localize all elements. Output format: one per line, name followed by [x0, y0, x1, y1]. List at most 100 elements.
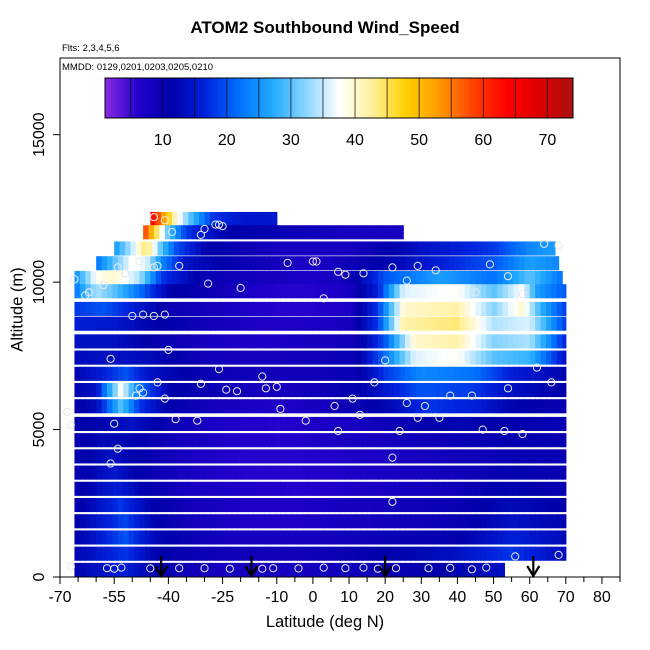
heatmap-cell — [421, 481, 428, 496]
heatmap-cell — [318, 284, 325, 299]
heatmap-cell — [491, 530, 498, 545]
heatmap-cell — [209, 301, 216, 316]
colorbar-cell — [470, 78, 475, 118]
observation-point — [431, 266, 440, 275]
heatmap-cell — [247, 301, 254, 316]
heatmap-cell — [309, 241, 316, 256]
heatmap-cell — [432, 498, 439, 513]
heatmap-cell — [296, 256, 303, 271]
colorbar-cell — [255, 78, 260, 118]
heatmap-cell — [475, 366, 482, 381]
colorbar-cell — [387, 78, 391, 118]
heatmap-cell — [345, 546, 352, 561]
heatmap-cell — [338, 225, 345, 240]
heatmap-cell — [238, 241, 245, 256]
colorbar-cell — [278, 78, 282, 118]
colorbar-cell — [185, 78, 189, 118]
heatmap-cell — [545, 350, 552, 365]
heatmap-cell — [480, 366, 487, 381]
observation-point — [424, 564, 433, 573]
heatmap-cell — [117, 301, 124, 316]
heatmap-cell — [220, 366, 227, 381]
heatmap-cell — [258, 546, 265, 561]
heatmap-cell — [312, 399, 319, 414]
heatmap-cell — [513, 530, 520, 545]
heatmap-cell — [529, 350, 536, 365]
heatmap-cell — [79, 301, 86, 316]
heatmap-cell — [209, 316, 216, 331]
heatmap-cell — [101, 416, 108, 432]
heatmap-cell — [340, 366, 347, 381]
heatmap-cell — [358, 241, 365, 256]
heatmap-cell — [498, 241, 505, 256]
heatmap-cell — [377, 366, 384, 381]
colorbar-cell — [409, 78, 414, 118]
y-tick-label: 15000 — [31, 112, 48, 157]
heatmap-cell — [253, 465, 260, 480]
heatmap-cell — [345, 449, 352, 464]
heatmap-cell — [470, 399, 477, 414]
heatmap-cell — [410, 301, 417, 316]
heatmap-cell — [321, 225, 328, 240]
heatmap-cell — [340, 383, 347, 398]
heatmap-cell — [491, 256, 498, 271]
heatmap-cell — [356, 416, 363, 432]
heatmap-cell — [432, 562, 439, 577]
heatmap-cell — [134, 301, 141, 316]
heatmap-cell — [182, 316, 189, 331]
heatmap-cell — [529, 546, 536, 561]
heatmap-cell — [497, 270, 504, 286]
heatmap-cell — [513, 383, 520, 398]
heatmap-cell — [231, 514, 238, 529]
heatmap-cell — [551, 366, 558, 381]
heatmap-cell — [101, 546, 108, 561]
heatmap-cell — [285, 498, 292, 513]
heatmap-cell — [388, 433, 395, 448]
heatmap-cell — [199, 270, 206, 286]
heatmap-cell — [518, 256, 525, 271]
heatmap-cell — [491, 399, 498, 414]
heatmap-cell — [269, 301, 276, 316]
heatmap-cell — [421, 416, 428, 432]
heatmap-cell — [437, 433, 444, 448]
heatmap-cell — [215, 270, 222, 286]
heatmap-cell — [350, 284, 357, 299]
heatmap-cell — [486, 301, 493, 316]
heatmap-cell — [117, 284, 124, 299]
heatmap-cell — [486, 366, 493, 381]
heatmap-cell — [96, 530, 103, 545]
heatmap-cell — [117, 498, 124, 513]
heatmap-cell — [209, 334, 216, 349]
observation-point — [218, 222, 227, 231]
heatmap-cell — [264, 481, 271, 496]
heatmap-cell — [448, 433, 455, 448]
heatmap-cell — [356, 465, 363, 480]
heatmap-cell — [318, 498, 325, 513]
heatmap-cell — [237, 316, 244, 331]
heatmap-cell — [520, 241, 527, 256]
y-axis-label: Altitude (m) — [8, 267, 27, 352]
observation-point — [518, 289, 527, 298]
observation-point — [160, 216, 169, 225]
heatmap-cell — [491, 562, 498, 577]
heatmap-cell — [215, 284, 222, 299]
heatmap-cell — [323, 366, 330, 381]
heatmap-cell — [475, 433, 482, 448]
heatmap-cell — [161, 284, 168, 299]
heatmap-cell — [141, 241, 148, 256]
heatmap-cell — [287, 241, 294, 256]
heatmap-cell — [480, 316, 487, 331]
heatmap-cell — [486, 399, 493, 414]
heatmap-cell — [150, 449, 157, 464]
observation-point — [261, 384, 270, 393]
heatmap-cell — [285, 546, 292, 561]
heatmap-cell — [168, 241, 175, 256]
heatmap-cell — [90, 449, 97, 464]
heatmap-cell — [356, 350, 363, 365]
heatmap-cell — [215, 546, 222, 561]
heatmap-cell — [399, 270, 406, 286]
heatmap-cell — [237, 562, 244, 577]
heatmap-cell — [508, 465, 515, 480]
colorbar-cell — [239, 78, 244, 118]
heatmap-cell — [524, 498, 531, 513]
